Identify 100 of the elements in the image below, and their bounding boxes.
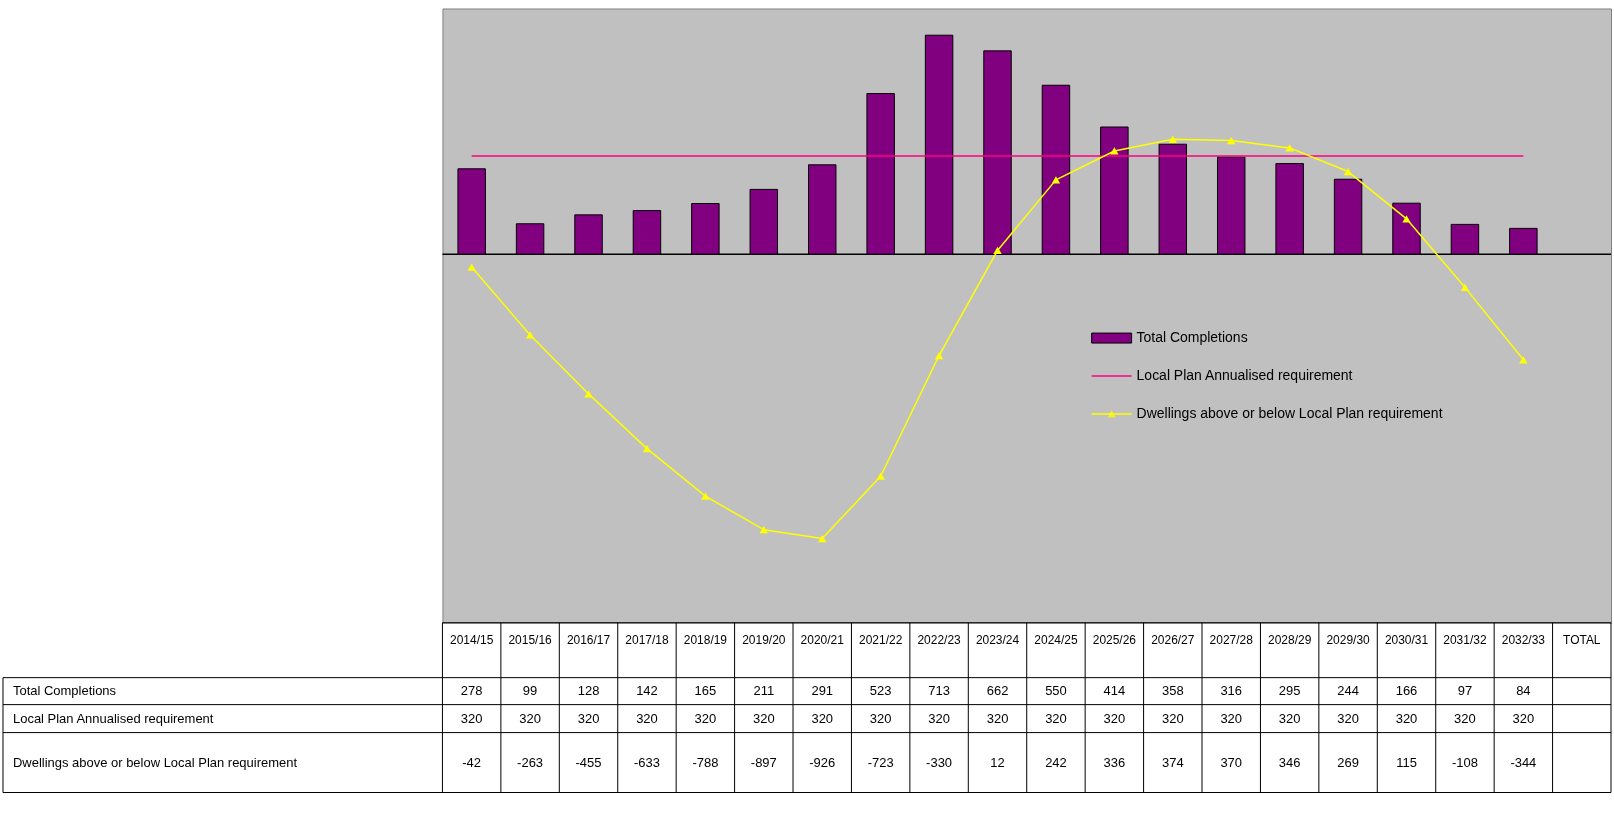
data-label: 320 [1278, 710, 1301, 726]
data-label: -455 [575, 754, 602, 770]
x-tick-label: 2017/18 [625, 633, 669, 648]
point [701, 492, 710, 500]
data-label: 320 [460, 710, 483, 726]
data-label: 374 [1161, 754, 1184, 770]
x-tick-label: 2020/21 [800, 633, 845, 648]
data-label: 99 [522, 683, 538, 699]
data-label: 713 [928, 683, 950, 699]
x-tick-label: 2032/33 [1501, 633, 1546, 648]
legend-label: Total Completions [1136, 329, 1248, 346]
data-label: 336 [1103, 754, 1126, 770]
x-tick-label: 2027/28 [1209, 633, 1254, 648]
x-tick-label: 2030/31 [1384, 633, 1429, 648]
point [1227, 136, 1236, 145]
data-label: 244 [1337, 683, 1359, 699]
point [467, 263, 476, 271]
point [1402, 215, 1411, 223]
data-label: 211 [753, 683, 775, 699]
data-label: 128 [577, 683, 600, 699]
point [525, 331, 535, 339]
data-label: 142 [636, 683, 658, 699]
data-label: -108 [1451, 754, 1478, 770]
data-label: 320 [986, 710, 1009, 726]
data-label: 550 [1045, 683, 1067, 699]
data-label: 320 [1220, 710, 1243, 726]
data-label: 278 [460, 683, 483, 699]
data-label: 295 [1278, 683, 1301, 699]
data-label: 115 [1396, 754, 1417, 770]
data-label: -263 [517, 754, 544, 770]
x-tick-label: 2024/25 [1034, 633, 1078, 648]
data-label: -897 [750, 754, 777, 770]
data-label: 320 [519, 710, 541, 726]
data-label: 165 [694, 683, 717, 699]
x-tick-label: 2016/17 [566, 633, 611, 648]
legend-label: Dwellings above or below Local Plan requirement [1136, 404, 1443, 421]
data-label: 12 [990, 754, 1005, 770]
point [584, 390, 593, 398]
data-label: -633 [633, 754, 660, 770]
data-label: 84 [1516, 683, 1531, 699]
point [876, 472, 885, 480]
x-tick-label: 2019/20 [742, 633, 786, 648]
data-label: 523 [869, 683, 892, 699]
point [1519, 356, 1528, 364]
data-label: -344 [1510, 754, 1537, 770]
data-label: 166 [1395, 683, 1418, 699]
data-label: 291 [811, 683, 834, 699]
data-label: 97 [1457, 683, 1473, 699]
point [1460, 283, 1470, 291]
x-tick-label: 2014/15 [450, 633, 494, 648]
data-label: -788 [692, 754, 719, 770]
text: Total Completions [12, 683, 117, 699]
point [1343, 167, 1353, 176]
legend-label: Local Plan Annualised requirement [1136, 367, 1353, 384]
data-label: 320 [1395, 710, 1418, 726]
point [934, 351, 944, 360]
data-label: 370 [1220, 754, 1243, 770]
data-label: 320 [1103, 710, 1126, 726]
data-label: 414 [1103, 683, 1126, 699]
data-label: 346 [1278, 754, 1301, 770]
point [759, 526, 768, 534]
x-tick-label: 2021/22 [859, 633, 903, 648]
data-label: 320 [1337, 710, 1359, 726]
data-label: 320 [869, 710, 892, 726]
data-label: 320 [1161, 710, 1184, 726]
point [1168, 135, 1177, 143]
data-label: 320 [811, 710, 834, 726]
data-label: 320 [1454, 710, 1476, 726]
point [1051, 176, 1061, 184]
x-tick-label: 2022/23 [917, 633, 962, 648]
data-label: 320 [928, 710, 950, 726]
x-tick-label: 2018/19 [683, 633, 728, 648]
data-label: -42 [462, 754, 482, 770]
data-label: -330 [926, 754, 953, 770]
x-tick-label: 2025/26 [1092, 633, 1137, 648]
x-tick-label: 2029/30 [1326, 633, 1371, 648]
data-label: 320 [1512, 710, 1535, 726]
data-label: -926 [809, 754, 836, 770]
data-label: -723 [867, 754, 894, 770]
data-label: 269 [1337, 754, 1359, 770]
data-label: 662 [986, 683, 1009, 699]
x-tick-label: 2031/32 [1443, 633, 1487, 648]
x-tick-label: TOTAL [1563, 633, 1601, 648]
data-label: 358 [1161, 683, 1184, 699]
text: Dwellings above or below Local Plan requirement [12, 754, 298, 770]
point [1285, 144, 1294, 152]
data-label: 320 [1045, 710, 1067, 726]
data-label: 242 [1045, 754, 1067, 770]
x-tick-label: 2015/16 [508, 633, 553, 648]
data-label: 320 [636, 710, 658, 726]
text: Local Plan Annualised requirement [12, 710, 214, 726]
data-label: 320 [694, 710, 717, 726]
point [642, 444, 652, 453]
x-tick-label: 2026/27 [1151, 633, 1195, 648]
point [993, 246, 1002, 255]
x-tick-label: 2023/24 [975, 633, 1020, 648]
data-label: 320 [752, 710, 775, 726]
x-tick-label: 2028/29 [1268, 633, 1312, 648]
point [1110, 147, 1119, 155]
data-label: 316 [1220, 683, 1243, 699]
